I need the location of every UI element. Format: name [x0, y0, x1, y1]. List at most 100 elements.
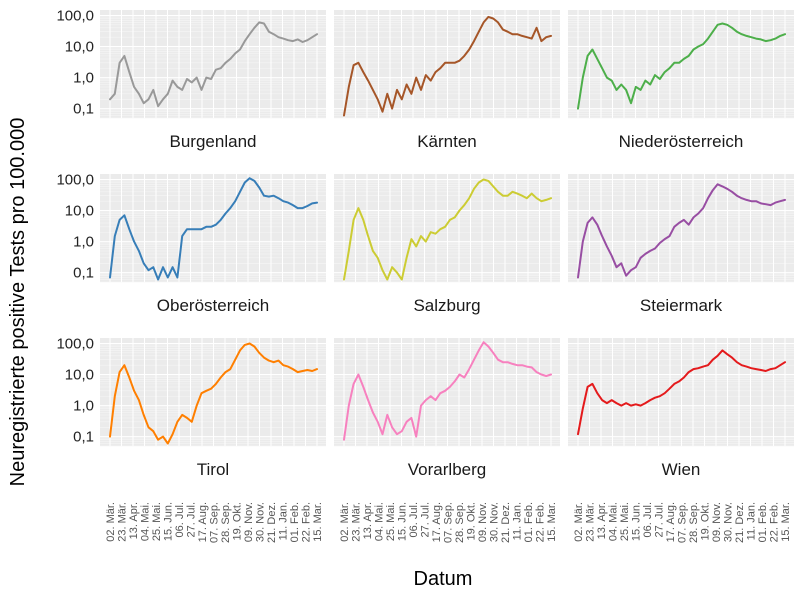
x-tick-label: 07. Sep. — [677, 502, 689, 543]
x-axis-ticks: 02. Mär. 23. Mär. 13. Apr. 04. Mai. 25. Mai.… — [339, 502, 558, 543]
x-tick-label: 23. Mär. — [117, 502, 129, 542]
x-tick-label: 11. Jan. — [278, 502, 290, 540]
x-tick-label: 21. Dez. — [266, 502, 278, 543]
x-tick-label: 27. Jul. — [186, 502, 198, 537]
x-tick-label: 23. Mär. — [351, 502, 363, 542]
x-tick-label: 01. Feb. — [523, 502, 535, 542]
x-tick-label: 21. Dez. — [734, 502, 746, 543]
facet-panel: Kärnten — [334, 10, 560, 151]
x-tick-label: 02. Mär. — [105, 502, 117, 542]
facet-label: Wien — [662, 460, 701, 479]
x-tick-label: 09. Nov. — [477, 502, 489, 542]
facet-panel: 0,1 1,0 10,0 100,0 Burgenland — [56, 7, 326, 151]
x-tick-label: 17. Aug. — [197, 502, 209, 542]
x-tick-label: 23. Mär. — [585, 502, 597, 542]
series-line-salzburg — [343, 178, 552, 281]
y-tick-label: 10,0 — [65, 39, 94, 56]
x-tick-label: 13. Apr. — [596, 502, 608, 539]
x-tick-label: 04. Mai. — [374, 502, 386, 541]
x-tick-label: 27. Jul. — [654, 502, 666, 537]
series-line-steiermark — [577, 183, 786, 279]
y-tick-label: 0,1 — [73, 265, 94, 282]
series-line-wien — [577, 349, 786, 436]
x-tick-label: 01. Feb. — [757, 502, 769, 542]
x-axis-title: Datum — [414, 568, 473, 590]
x-tick-label: 17. Aug. — [431, 502, 443, 542]
x-tick-label: 17. Aug. — [665, 502, 677, 542]
facet-label: Burgenland — [170, 132, 257, 151]
x-tick-label: 19. Okt. — [700, 502, 712, 541]
y-tick-label: 100,0 — [56, 7, 94, 24]
y-axis-title: Neuregistrierte positive Tests pro 100.0… — [7, 118, 29, 487]
facet-label: Salzburg — [413, 296, 480, 315]
facet-label: Vorarlberg — [408, 460, 486, 479]
facet-label: Steiermark — [640, 296, 723, 315]
x-tick-label: 22. Feb. — [769, 502, 781, 542]
x-tick-label: 06. Jul. — [642, 502, 654, 537]
y-tick-label: 1,0 — [73, 398, 94, 415]
x-tick-label: 28. Sep. — [454, 502, 466, 543]
facet-panel: Wien — [568, 338, 794, 479]
series-line-oberösterreich — [109, 177, 318, 281]
x-tick-label: 22. Feb. — [535, 502, 547, 542]
x-tick-label: 11. Jan. — [746, 502, 758, 540]
facet-label: Kärnten — [417, 132, 477, 151]
facet-panel: Steiermark — [568, 174, 794, 315]
x-tick-label: 21. Dez. — [500, 502, 512, 543]
x-tick-label: 09. Nov. — [243, 502, 255, 542]
facet-label: Oberösterreich — [157, 296, 269, 315]
x-tick-label: 25. Mai. — [151, 502, 163, 541]
x-tick-label: 09. Nov. — [711, 502, 723, 542]
facet-panel: Vorarlberg — [334, 338, 560, 479]
x-tick-label: 28. Sep. — [220, 502, 232, 543]
y-tick-label: 1,0 — [73, 234, 94, 251]
x-tick-label: 15. Jun. — [397, 502, 409, 541]
facet-panel: 0,1 1,0 10,0 100,0 Tirol — [56, 335, 326, 479]
x-tick-label: 25. Mai. — [385, 502, 397, 541]
x-tick-label: 25. Mai. — [619, 502, 631, 541]
x-tick-label: 07. Sep. — [443, 502, 455, 543]
y-tick-label: 0,1 — [73, 429, 94, 446]
x-tick-label: 30. Nov. — [489, 502, 501, 542]
series-line-tirol — [109, 342, 318, 445]
series-line-burgenland — [109, 21, 318, 108]
x-tick-label: 30. Nov. — [723, 502, 735, 542]
x-tick-label: 15. Jun. — [631, 502, 643, 541]
facet-panel: 0,1 1,0 10,0 100,0 Oberösterreich — [56, 171, 326, 315]
x-tick-label: 15. Mar. — [312, 502, 324, 542]
y-tick-label: 100,0 — [56, 171, 94, 188]
x-tick-label: 15. Mar. — [780, 502, 792, 542]
x-tick-label: 04. Mai. — [140, 502, 152, 541]
x-tick-label: 15. Mar. — [546, 502, 558, 542]
y-tick-label: 10,0 — [65, 203, 94, 220]
y-tick-label: 1,0 — [73, 70, 94, 87]
x-tick-label: 15. Jun. — [163, 502, 175, 541]
x-tick-label: 02. Mär. — [339, 502, 351, 542]
x-tick-label: 11. Jan. — [512, 502, 524, 540]
series-line-niederösterreich — [577, 22, 786, 110]
x-tick-label: 06. Jul. — [174, 502, 186, 537]
facet-panel: Niederösterreich — [568, 10, 794, 151]
x-tick-label: 30. Nov. — [255, 502, 267, 542]
series-line-kärnten — [343, 15, 552, 117]
y-tick-label: 100,0 — [56, 335, 94, 352]
x-tick-label: 07. Sep. — [209, 502, 221, 543]
y-tick-label: 0,1 — [73, 101, 94, 118]
y-tick-label: 10,0 — [65, 367, 94, 384]
facet-label: Niederösterreich — [619, 132, 744, 151]
series-line-vorarlberg — [343, 341, 552, 441]
x-tick-label: 19. Okt. — [466, 502, 478, 541]
x-tick-label: 19. Okt. — [232, 502, 244, 541]
facet-panel: Salzburg — [334, 174, 560, 315]
x-axis-ticks: 02. Mär. 23. Mär. 13. Apr. 04. Mai. 25. Mai.… — [573, 502, 792, 543]
x-tick-label: 22. Feb. — [301, 502, 313, 542]
x-tick-label: 04. Mai. — [608, 502, 620, 541]
x-tick-label: 06. Jul. — [408, 502, 420, 537]
x-tick-label: 13. Apr. — [128, 502, 140, 539]
x-tick-label: 28. Sep. — [688, 502, 700, 543]
x-tick-label: 27. Jul. — [420, 502, 432, 537]
x-axis-ticks: 02. Mär. 23. Mär. 13. Apr. 04. Mai. 25. Mai.… — [105, 502, 324, 543]
facet-label: Tirol — [197, 460, 229, 479]
x-tick-label: 01. Feb. — [289, 502, 301, 542]
